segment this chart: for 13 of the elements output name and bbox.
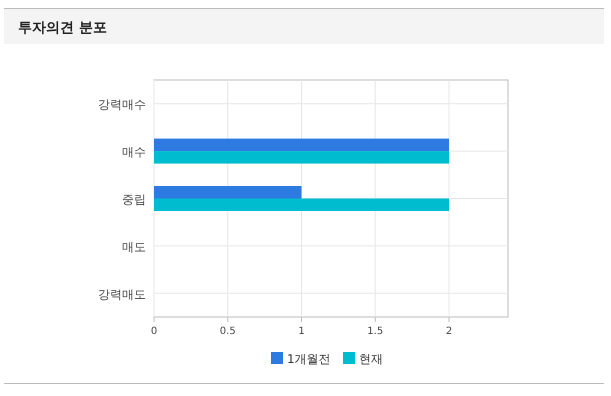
x-tick-label: 1.5 (367, 326, 384, 337)
x-tick-label: 2 (446, 326, 452, 337)
chart-title: 투자의견 분포 (18, 20, 107, 36)
y-tick-label: 매수 (122, 145, 146, 160)
y-tick-label: 강력매수 (98, 98, 146, 112)
y-tick-label: 매도 (122, 240, 146, 254)
y-tick-label: 중립 (122, 192, 146, 206)
legend-label: 현재 (359, 352, 383, 366)
y-tick-label: 강력매도 (98, 287, 146, 302)
x-tick-label: 0.5 (220, 326, 236, 337)
x-tick-label: 1 (298, 326, 305, 337)
x-tick-label: 0 (150, 326, 158, 337)
legend-label: 1개월전 (287, 352, 331, 366)
